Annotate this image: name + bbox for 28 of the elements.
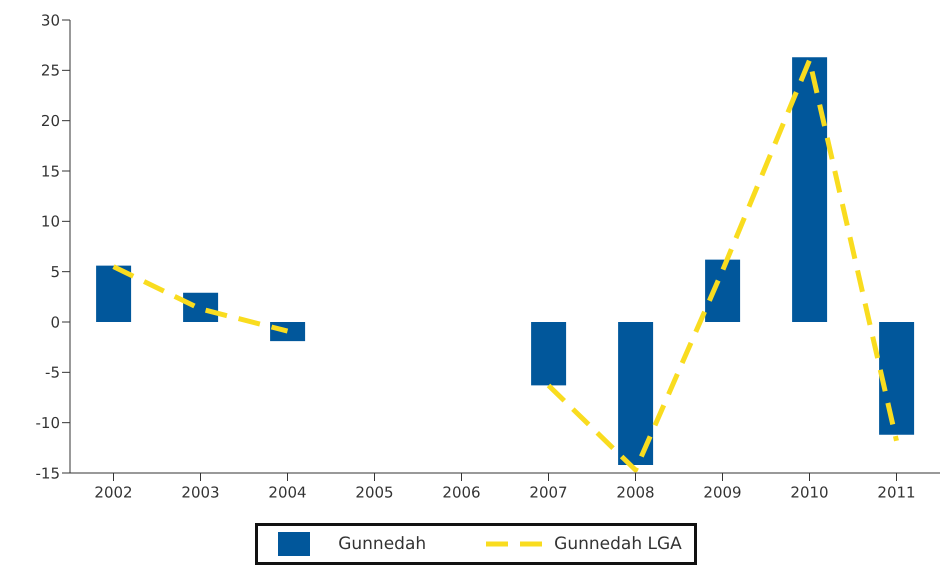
legend-label: Gunnedah LGA xyxy=(553,533,682,556)
bar xyxy=(879,322,914,435)
y-tick-label: -15 xyxy=(36,464,60,482)
x-tick-label: 2003 xyxy=(181,484,220,502)
y-tick-label: 15 xyxy=(40,162,60,180)
bar xyxy=(705,260,740,322)
y-tick-label: 5 xyxy=(50,262,60,281)
x-tick-label: 2005 xyxy=(355,484,394,502)
bar xyxy=(792,57,828,322)
x-tick-label: 2002 xyxy=(94,484,133,502)
y-tick-label: 30 xyxy=(40,11,60,30)
bar xyxy=(531,322,566,386)
x-tick-label: 2004 xyxy=(268,484,307,502)
x-tick-label: 2006 xyxy=(442,484,481,502)
y-tick-label: -5 xyxy=(45,364,60,382)
y-tick-label: 0 xyxy=(50,313,60,332)
bar xyxy=(96,266,132,322)
x-tick-label: 2008 xyxy=(616,484,655,502)
bar xyxy=(618,322,654,465)
x-tick-label: 2009 xyxy=(703,484,742,502)
x-tick-label: 2011 xyxy=(877,484,916,502)
y-tick-label: -10 xyxy=(36,414,60,432)
x-tick-label: 2010 xyxy=(790,484,829,502)
legend-label: Gunnedah xyxy=(337,533,426,556)
x-tick-label: 2007 xyxy=(529,484,568,502)
y-tick-label: 20 xyxy=(40,112,60,130)
y-tick-label: 25 xyxy=(40,62,60,80)
y-tick-label: 10 xyxy=(40,212,60,231)
